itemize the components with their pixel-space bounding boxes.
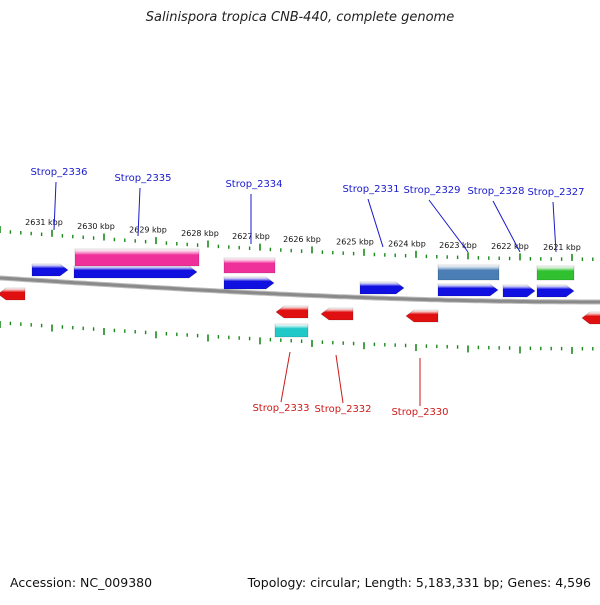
scale-label: 2630 kbp: [77, 222, 115, 231]
forward-label-leader: [367, 198, 384, 248]
reverse-label-leader: [335, 354, 344, 404]
reverse-gene-arrow: [320, 307, 354, 321]
scale-label: 2621 kbp: [543, 243, 581, 252]
reverse-gene-label: Strop_2332: [314, 404, 371, 415]
scale-label: 2631 kbp: [25, 218, 63, 227]
forward-gene-arrow: [359, 281, 405, 295]
pink-feature-block: [223, 257, 276, 274]
forward-gene-arrow: [31, 263, 69, 277]
forward-gene-label: Strop_2328: [467, 186, 524, 197]
reverse-gene-label: Strop_2330: [391, 407, 448, 418]
pink-feature-block: [74, 248, 200, 267]
forward-gene-label: Strop_2336: [30, 167, 87, 178]
forward-gene-arrow: [73, 265, 198, 279]
forward-label-leader: [428, 199, 469, 253]
accession-label: Accession: NC_009380: [10, 575, 153, 590]
cyan-feature-block: [274, 323, 309, 338]
forward-label-leader: [137, 187, 141, 237]
forward-label-leader: [53, 181, 57, 231]
scale-label: 2626 kbp: [283, 235, 321, 244]
forward-gene-arrow: [536, 284, 575, 298]
scale-label: 2629 kbp: [129, 226, 167, 235]
scale-label: 2625 kbp: [336, 237, 374, 246]
genome-backbone: [0, 276, 600, 304]
forward-gene-label: Strop_2331: [342, 184, 399, 195]
forward-gene-label: Strop_2327: [527, 187, 584, 198]
forward-label-leader: [492, 200, 521, 253]
forward-gene-label: Strop_2335: [114, 173, 171, 184]
reverse-gene-arrow: [581, 311, 600, 325]
forward-gene-label: Strop_2329: [403, 185, 460, 196]
scale-label: 2628 kbp: [181, 229, 219, 238]
forward-label-leader: [552, 201, 557, 253]
reverse-gene-arrow: [275, 305, 309, 319]
reverse-label-leader: [280, 351, 291, 403]
forward-gene-arrow: [502, 284, 536, 298]
scale-label: 2624 kbp: [388, 240, 426, 249]
reverse-gene-label: Strop_2333: [252, 403, 309, 414]
green-feature-block: [536, 265, 575, 281]
genome-summary: Topology: circular; Length: 5,183,331 bp…: [247, 575, 591, 590]
scale-label: 2623 kbp: [439, 241, 477, 250]
steel-feature-block: [437, 264, 500, 281]
genome-title: Salinispora tropica CNB-440, complete ge…: [145, 10, 455, 25]
forward-gene-arrow: [223, 276, 275, 290]
reverse-gene-arrow: [0, 287, 26, 301]
forward-gene-arrow: [437, 283, 499, 297]
scale-label: 2622 kbp: [491, 242, 529, 251]
reverse-gene-arrow: [405, 309, 439, 323]
forward-gene-label: Strop_2334: [225, 179, 282, 190]
